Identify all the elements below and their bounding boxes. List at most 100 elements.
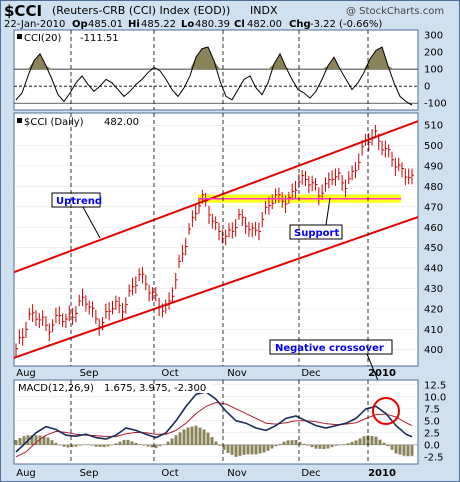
macd-histogram-bar bbox=[358, 438, 362, 445]
x-axis-label-price: Dec bbox=[301, 368, 320, 379]
price-y-tick-label: 450 bbox=[424, 243, 443, 254]
price-y-tick-label: 400 bbox=[424, 345, 443, 356]
macd-histogram-bar bbox=[162, 444, 166, 445]
macd-histogram-bar bbox=[138, 444, 142, 445]
macd-histogram-bar bbox=[158, 444, 162, 447]
macd-histogram-bar bbox=[242, 444, 246, 455]
macd-histogram-bar bbox=[390, 444, 394, 450]
macd-histogram-bar bbox=[178, 432, 182, 445]
macd-histogram-bar bbox=[182, 429, 186, 445]
macd-y-tick-label: 5.0 bbox=[424, 416, 440, 427]
macd-histogram-bar bbox=[326, 444, 330, 449]
symbol-title: $CCI bbox=[4, 2, 42, 20]
macd-histogram-bar bbox=[350, 441, 354, 445]
macd-histogram-bar bbox=[338, 444, 342, 446]
macd-histogram-bar bbox=[74, 444, 78, 447]
uptrend-label: Uptrend bbox=[56, 196, 102, 207]
macd-histogram-bar bbox=[382, 442, 386, 445]
macd-histogram-bar bbox=[394, 444, 398, 454]
price-legend-value: 482.00 bbox=[104, 117, 139, 128]
macd-histogram-bar bbox=[22, 436, 26, 445]
macd-histogram-bar bbox=[170, 438, 174, 445]
macd-histogram-bar bbox=[322, 444, 326, 450]
macd-histogram-bar bbox=[70, 444, 74, 448]
high-label: Hi bbox=[128, 19, 140, 30]
macd-histogram-bar bbox=[38, 435, 42, 445]
close-value: 482.00 bbox=[247, 19, 282, 30]
macd-histogram-bar bbox=[222, 444, 226, 450]
macd-histogram-bar bbox=[66, 444, 70, 448]
open-label: Op bbox=[72, 19, 88, 30]
price-y-tick-label: 490 bbox=[424, 162, 443, 173]
macd-y-tick-label: -2.5 bbox=[424, 452, 444, 463]
macd-histogram-bar bbox=[62, 444, 66, 447]
macd-histogram-bar bbox=[250, 444, 254, 455]
macd-histogram-bar bbox=[342, 444, 346, 445]
macd-histogram-bar bbox=[50, 440, 54, 445]
x-axis-label-price: Oct bbox=[161, 368, 178, 379]
x-axis-label-macd: Oct bbox=[161, 468, 178, 479]
macd-histogram-bar bbox=[118, 441, 122, 445]
macd-histogram-bar bbox=[202, 429, 206, 445]
macd-histogram-bar bbox=[86, 444, 90, 445]
macd-histogram-bar bbox=[286, 440, 290, 445]
macd-histogram-bar bbox=[294, 440, 298, 445]
cci-y-tick-label: 200 bbox=[424, 48, 443, 59]
macd-histogram-bar bbox=[302, 443, 306, 445]
macd-histogram-bar bbox=[254, 444, 258, 455]
macd-y-tick-label: 0.0 bbox=[424, 440, 440, 451]
macd-histogram-bar bbox=[366, 435, 370, 445]
macd-histogram-bar bbox=[258, 444, 262, 454]
ohlc-row: 22-Jan-2010 Op 485.01 Hi 485.22 Lo 480.3… bbox=[4, 19, 382, 30]
macd-histogram-bar bbox=[318, 444, 322, 449]
x-axis-label-price: Aug bbox=[16, 368, 36, 379]
macd-histogram-bar bbox=[346, 443, 350, 445]
watermark: @ StockCharts.com bbox=[346, 6, 444, 17]
open-value: 485.01 bbox=[88, 19, 123, 30]
cci-legend-label: CCI(20) bbox=[24, 33, 62, 44]
macd-legend-value: 1.675, 3.975, -2.300 bbox=[104, 383, 206, 394]
macd-histogram-bar bbox=[190, 426, 194, 445]
macd-histogram-bar bbox=[262, 444, 266, 453]
price-y-tick-label: 500 bbox=[424, 141, 443, 152]
macd-histogram-bar bbox=[314, 444, 318, 449]
x-axis-label-price: Sep bbox=[80, 368, 99, 379]
macd-histogram-bar bbox=[270, 444, 274, 449]
macd-histogram-bar bbox=[402, 444, 406, 456]
macd-histogram bbox=[14, 425, 414, 457]
cci-line bbox=[15, 46, 413, 106]
macd-histogram-bar bbox=[42, 435, 46, 445]
channel-lower-line bbox=[14, 216, 418, 359]
x-axis-label-price: Nov bbox=[227, 368, 247, 379]
macd-histogram-bar bbox=[218, 444, 222, 446]
support-annotation: Support bbox=[289, 197, 343, 240]
macd-histogram-bar bbox=[406, 444, 410, 457]
macd-histogram-bar bbox=[298, 441, 302, 445]
crossover-circle bbox=[372, 397, 400, 425]
macd-histogram-bar bbox=[246, 444, 250, 455]
macd-histogram-bar bbox=[354, 440, 358, 445]
macd-histogram-bar bbox=[214, 441, 218, 445]
uptrend-annotation: Uptrend bbox=[51, 192, 102, 239]
macd-histogram-bar bbox=[230, 444, 234, 455]
price-bars bbox=[15, 125, 414, 358]
macd-histogram-bar bbox=[146, 444, 150, 447]
x-axis-label-macd: Sep bbox=[80, 468, 99, 479]
crossover-annotation: Negative crossover bbox=[269, 339, 393, 401]
macd-histogram-bar bbox=[330, 444, 334, 448]
macd-histogram-bar bbox=[186, 427, 190, 445]
macd-histogram-bar bbox=[126, 439, 130, 445]
macd-histogram-bar bbox=[174, 435, 178, 445]
macd-histogram-bar bbox=[114, 443, 118, 445]
price-legend-label: $CCI (Daily) bbox=[24, 117, 84, 128]
macd-histogram-bar bbox=[58, 444, 62, 446]
macd-y-tick-label: 10.0 bbox=[424, 392, 446, 403]
price-y-tick-label: 430 bbox=[424, 284, 443, 295]
macd-histogram-bar bbox=[370, 436, 374, 445]
macd-histogram-bar bbox=[206, 432, 210, 445]
price-y-tick-label: 410 bbox=[424, 325, 443, 336]
macd-histogram-bar bbox=[30, 435, 34, 445]
x-axis-label-macd: Nov bbox=[227, 468, 247, 479]
change-label: Chg bbox=[289, 19, 311, 30]
